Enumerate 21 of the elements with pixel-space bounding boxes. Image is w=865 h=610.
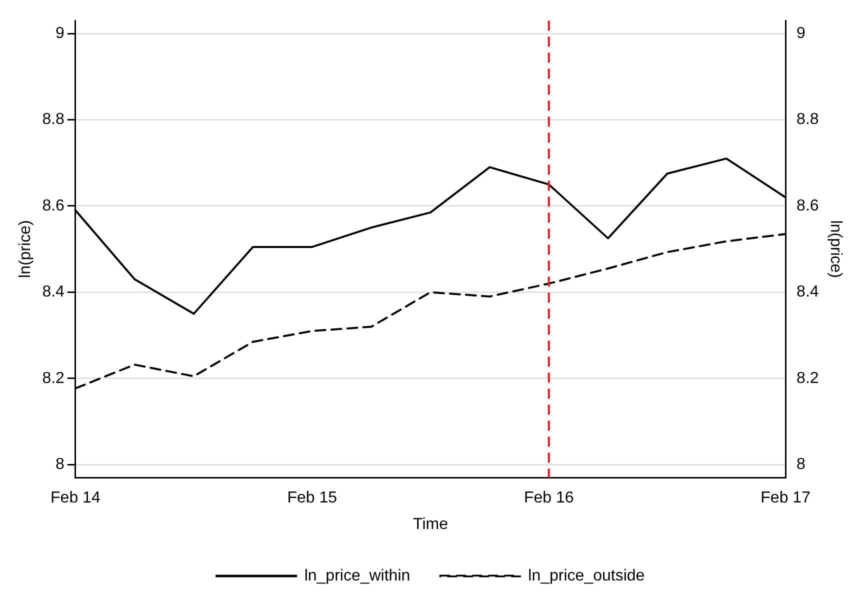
y-tick-label: 8.4 [42, 284, 65, 301]
x-tick-label: Feb 15 [287, 490, 338, 507]
x-tick-label: Feb 17 [760, 490, 811, 507]
y-tick-label: 8.8 [42, 111, 65, 128]
x-axis-title: Time [413, 516, 448, 533]
x-tick-label: Feb 14 [50, 490, 100, 507]
y2-tick-label: 8 [796, 456, 806, 474]
y-tick-label: 8 [56, 456, 65, 474]
y-tick-label: 8.6 [42, 197, 65, 214]
y2-tick-label: 8.2 [796, 370, 819, 387]
y2-tick-label: 8.6 [796, 197, 819, 214]
y2-tick-label: 8.4 [796, 284, 819, 301]
y-tick-label: 9 [56, 24, 65, 42]
y-axis-title: ln(price) [17, 220, 34, 278]
y-tick-label: 8.2 [42, 370, 65, 387]
legend-label: ln_price_within [304, 567, 410, 584]
y2-tick-label: 8.8 [796, 111, 819, 128]
y2-axis-title: ln(price) [826, 220, 844, 278]
x-tick-label: Feb 16 [524, 490, 574, 507]
y2-tick-label: 9 [796, 24, 806, 42]
legend-label: ln_price_outside [528, 567, 645, 584]
